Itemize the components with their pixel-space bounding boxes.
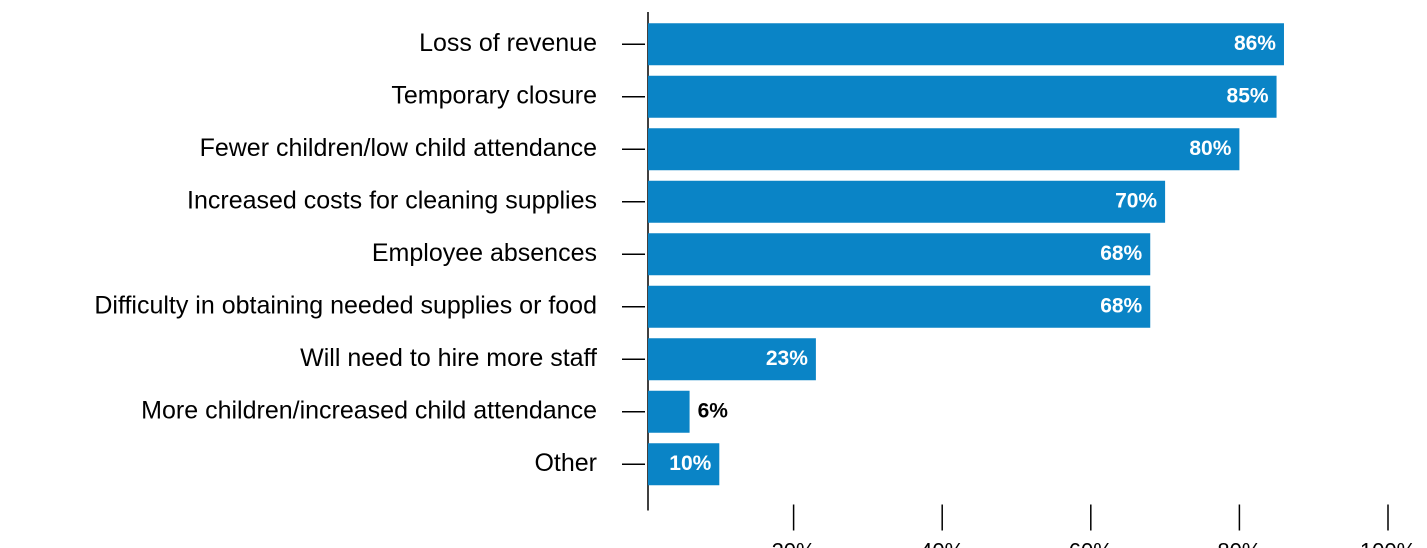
category-label: Loss of revenue: [419, 29, 597, 57]
x-tick-label: 60%: [1069, 538, 1113, 548]
x-tick-label: 100%: [1360, 538, 1416, 548]
bar: [648, 75, 1277, 118]
category-label: Difficulty in obtaining needed supplies …: [94, 291, 597, 319]
category-label: More children/increased child attendance: [141, 396, 597, 424]
category-label: Temporary closure: [391, 81, 597, 109]
bar: [648, 338, 816, 381]
x-tick-label: 20%: [772, 538, 816, 548]
bar: [648, 128, 1240, 171]
bar: [648, 285, 1151, 328]
x-tick-label: 40%: [920, 538, 964, 548]
value-label: 68%: [1100, 242, 1142, 265]
bar: [648, 23, 1284, 66]
category-label: Will need to hire more staff: [300, 344, 597, 372]
value-label: 80%: [1189, 137, 1231, 160]
category-label: Increased costs for cleaning supplies: [187, 186, 597, 214]
category-label: Employee absences: [372, 239, 597, 267]
category-label: Other: [534, 449, 597, 477]
bar: [648, 180, 1166, 223]
bar: [648, 233, 1151, 276]
value-label: 6%: [698, 399, 729, 422]
category-label: Fewer children/low child attendance: [200, 134, 597, 162]
value-label: 70%: [1115, 189, 1157, 212]
value-label: 10%: [669, 452, 711, 475]
bar: [648, 443, 720, 486]
value-label: 23%: [766, 347, 808, 370]
value-label: 85%: [1227, 84, 1269, 107]
value-label: 86%: [1234, 32, 1276, 55]
x-tick-label: 80%: [1217, 538, 1261, 548]
value-label: 68%: [1100, 294, 1142, 317]
bar: [648, 390, 690, 433]
